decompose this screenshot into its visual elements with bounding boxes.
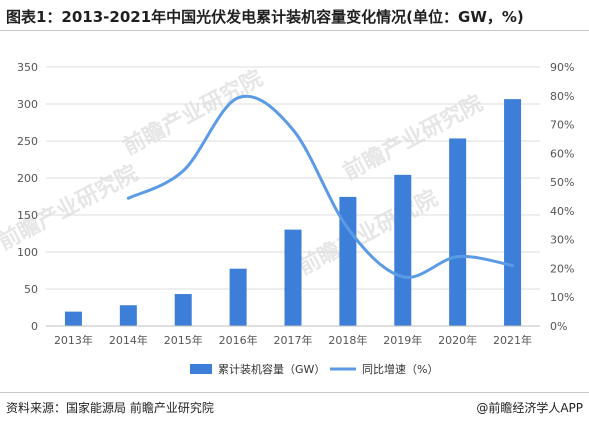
y-right-tick-label: 10% bbox=[550, 291, 574, 304]
y-left-tick-label: 200 bbox=[17, 172, 38, 185]
footer-divider bbox=[0, 392, 589, 393]
x-tick-label: 2018年 bbox=[328, 333, 367, 347]
title-divider bbox=[0, 30, 589, 31]
y-right-tick-label: 90% bbox=[550, 61, 574, 74]
y-left-tick-label: 250 bbox=[17, 135, 38, 148]
brand-label: @前瞻经济学人APP bbox=[476, 401, 583, 415]
growth-line-path bbox=[126, 94, 515, 279]
x-tick-label: 2013年 bbox=[54, 333, 93, 347]
y-left-tick-label: 100 bbox=[17, 246, 38, 259]
chart: 0 50 100 150 200 250 300 350 0% 10% 20% 30% 40% 50% 60… bbox=[17, 61, 574, 376]
bar bbox=[394, 174, 412, 326]
legend-bar-label: 累计装机容量（GW） bbox=[218, 362, 325, 376]
y-right-tick-label: 20% bbox=[550, 262, 574, 275]
y-left-tick-label: 300 bbox=[17, 98, 38, 111]
y-right-tick-label: 80% bbox=[550, 90, 574, 103]
x-tick-label: 2016年 bbox=[219, 333, 258, 347]
axes: 0 50 100 150 200 250 300 350 0% 10% 20% 30% 40% 50% 60… bbox=[17, 61, 574, 347]
bar bbox=[119, 305, 137, 326]
chart-title: 图表1：2013-2021年中国光伏发电累计装机容量变化情况(单位：GW，%) bbox=[6, 8, 524, 26]
x-tick-label: 2017年 bbox=[274, 333, 313, 347]
legend-bar-swatch bbox=[190, 364, 212, 374]
y-right-tick-label: 40% bbox=[550, 205, 574, 218]
bar bbox=[284, 229, 302, 326]
y-right-tick-label: 60% bbox=[550, 147, 574, 160]
y-right-tick-label: 70% bbox=[550, 119, 574, 132]
source-note: 资料来源：国家能源局 前瞻产业研究院 bbox=[6, 401, 214, 415]
x-tick-label: 2019年 bbox=[383, 333, 422, 347]
bars bbox=[64, 99, 522, 326]
growth-line bbox=[126, 94, 515, 279]
x-tick-label: 2020年 bbox=[438, 333, 477, 347]
x-tick-label: 2014年 bbox=[109, 333, 148, 347]
y-right-tick-label: 30% bbox=[550, 234, 574, 247]
legend: 累计装机容量（GW） 同比增速（%） bbox=[190, 362, 438, 376]
bar bbox=[449, 138, 467, 326]
bar bbox=[504, 99, 522, 326]
y-left-tick-label: 150 bbox=[17, 209, 38, 222]
x-tick-label: 2021年 bbox=[493, 333, 532, 347]
bar bbox=[174, 294, 192, 326]
bar bbox=[229, 268, 247, 326]
y-right-tick-label: 0% bbox=[550, 320, 567, 333]
y-left-tick-label: 350 bbox=[17, 61, 38, 74]
legend-line-label: 同比增速（%） bbox=[362, 362, 438, 376]
y-left-tick-label: 50 bbox=[24, 283, 38, 296]
y-left-tick-label: 0 bbox=[31, 320, 38, 333]
bar bbox=[339, 196, 357, 326]
bar bbox=[64, 311, 82, 326]
x-tick-label: 2015年 bbox=[164, 333, 203, 347]
y-right-tick-label: 50% bbox=[550, 176, 574, 189]
